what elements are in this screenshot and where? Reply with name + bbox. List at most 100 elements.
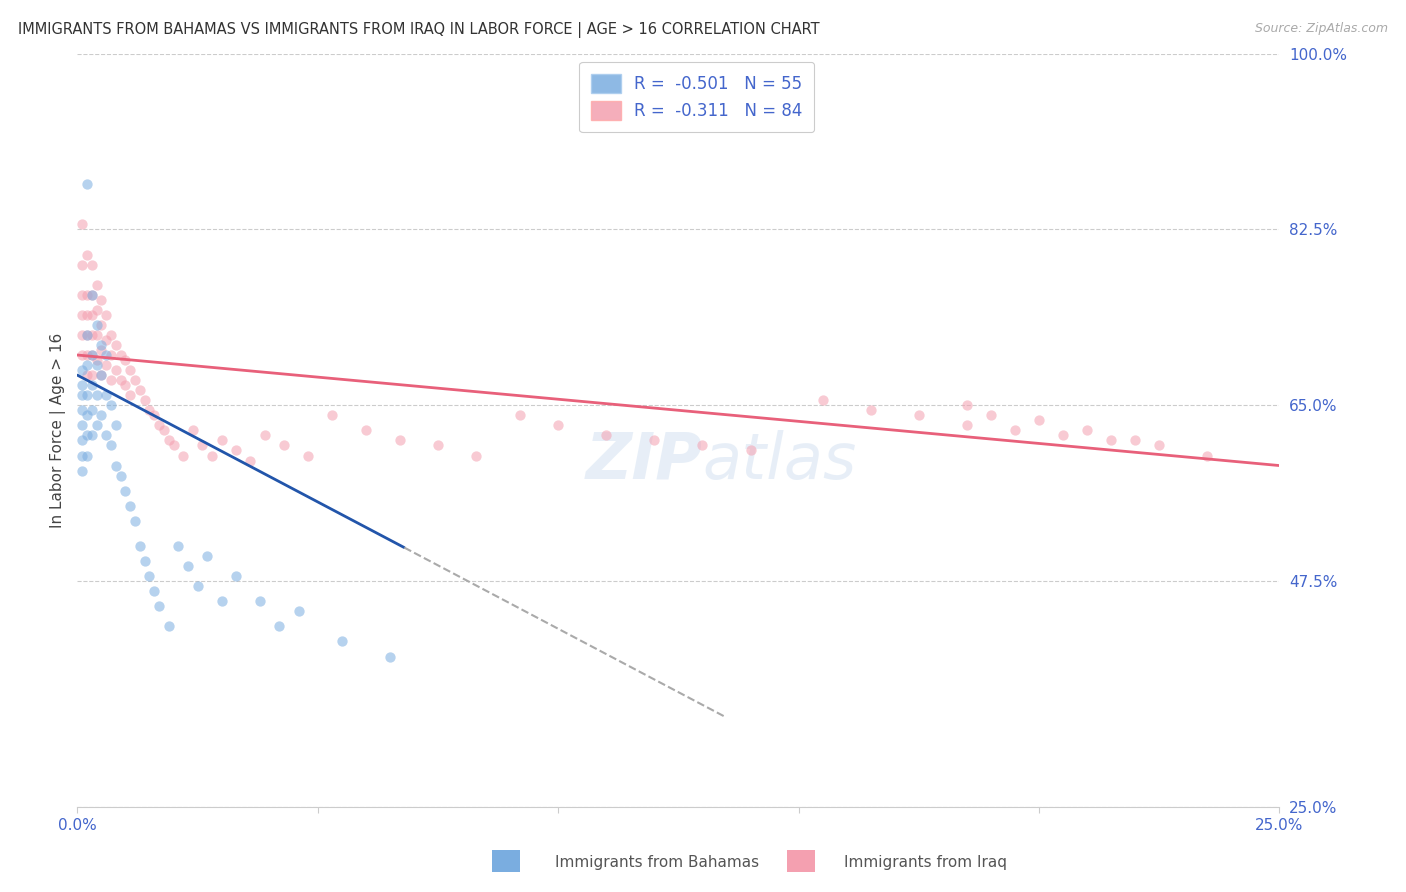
Point bbox=[104, 458, 127, 473]
Point bbox=[157, 619, 180, 633]
Point bbox=[191, 438, 214, 452]
Point bbox=[1076, 424, 1098, 438]
Point bbox=[211, 594, 233, 608]
Point bbox=[70, 449, 93, 463]
Point bbox=[114, 353, 136, 368]
Point bbox=[96, 308, 118, 322]
Point bbox=[273, 438, 295, 452]
Point bbox=[162, 438, 184, 452]
Point bbox=[80, 287, 103, 301]
Point bbox=[153, 424, 176, 438]
Point bbox=[90, 409, 112, 423]
Point bbox=[86, 318, 108, 332]
Point bbox=[80, 308, 103, 322]
Point bbox=[70, 348, 93, 362]
Point bbox=[90, 318, 112, 332]
Point bbox=[86, 277, 108, 292]
Point bbox=[104, 363, 127, 377]
Point bbox=[76, 428, 98, 442]
Point bbox=[110, 348, 132, 362]
Point bbox=[172, 449, 194, 463]
Point bbox=[120, 388, 142, 402]
Point bbox=[70, 418, 93, 433]
Point bbox=[96, 348, 118, 362]
Point bbox=[86, 388, 108, 402]
Point bbox=[297, 449, 319, 463]
Point bbox=[128, 539, 150, 553]
Point bbox=[70, 434, 93, 448]
Point bbox=[100, 348, 122, 362]
Point bbox=[76, 327, 98, 342]
Point bbox=[76, 287, 98, 301]
Point bbox=[76, 348, 98, 362]
Point bbox=[96, 333, 118, 347]
Point bbox=[100, 327, 122, 342]
Point bbox=[70, 403, 93, 417]
Point bbox=[148, 418, 170, 433]
Point bbox=[86, 353, 108, 368]
Point bbox=[134, 554, 156, 568]
Point bbox=[321, 409, 343, 423]
Text: Immigrants from Iraq: Immigrants from Iraq bbox=[844, 855, 1007, 870]
Text: ZIP: ZIP bbox=[585, 430, 703, 491]
Point bbox=[114, 483, 136, 498]
Point bbox=[980, 409, 1002, 423]
Point bbox=[90, 338, 112, 352]
Point bbox=[76, 388, 98, 402]
Point bbox=[134, 393, 156, 408]
Point bbox=[811, 393, 834, 408]
Point bbox=[86, 302, 108, 317]
Point bbox=[143, 409, 166, 423]
Point bbox=[76, 327, 98, 342]
Y-axis label: In Labor Force | Age > 16: In Labor Force | Age > 16 bbox=[51, 333, 66, 528]
Point bbox=[956, 398, 979, 412]
Point bbox=[908, 409, 931, 423]
Text: Immigrants from Bahamas: Immigrants from Bahamas bbox=[555, 855, 759, 870]
Point bbox=[90, 293, 112, 307]
Point bbox=[96, 388, 118, 402]
Point bbox=[70, 464, 93, 478]
Point bbox=[138, 569, 160, 583]
Point bbox=[1123, 434, 1146, 448]
Point bbox=[80, 348, 103, 362]
Point bbox=[692, 438, 714, 452]
Point bbox=[70, 308, 93, 322]
Point bbox=[148, 599, 170, 614]
Point bbox=[211, 434, 233, 448]
Point bbox=[1004, 424, 1026, 438]
Point bbox=[104, 338, 127, 352]
Point bbox=[181, 424, 204, 438]
Point bbox=[80, 348, 103, 362]
Point bbox=[90, 368, 112, 383]
Point bbox=[427, 438, 450, 452]
Point bbox=[76, 409, 98, 423]
Point bbox=[225, 569, 247, 583]
Point bbox=[1149, 438, 1171, 452]
Point bbox=[177, 559, 200, 574]
Point bbox=[76, 177, 98, 191]
Point bbox=[740, 443, 762, 458]
Point bbox=[70, 218, 93, 232]
Point bbox=[110, 468, 132, 483]
Point bbox=[86, 418, 108, 433]
Point bbox=[70, 258, 93, 272]
Point bbox=[1052, 428, 1074, 442]
Point bbox=[90, 343, 112, 357]
Point bbox=[100, 373, 122, 387]
Point bbox=[70, 363, 93, 377]
Point bbox=[70, 378, 93, 392]
Text: Source: ZipAtlas.com: Source: ZipAtlas.com bbox=[1254, 22, 1388, 36]
Point bbox=[96, 428, 118, 442]
Point bbox=[80, 428, 103, 442]
Point bbox=[80, 287, 103, 301]
Point bbox=[76, 247, 98, 261]
Point bbox=[80, 403, 103, 417]
Point bbox=[110, 373, 132, 387]
Point bbox=[80, 368, 103, 383]
Point bbox=[80, 378, 103, 392]
Point bbox=[96, 358, 118, 372]
Point bbox=[86, 327, 108, 342]
Point bbox=[1197, 449, 1219, 463]
Point bbox=[157, 434, 180, 448]
Point bbox=[76, 308, 98, 322]
